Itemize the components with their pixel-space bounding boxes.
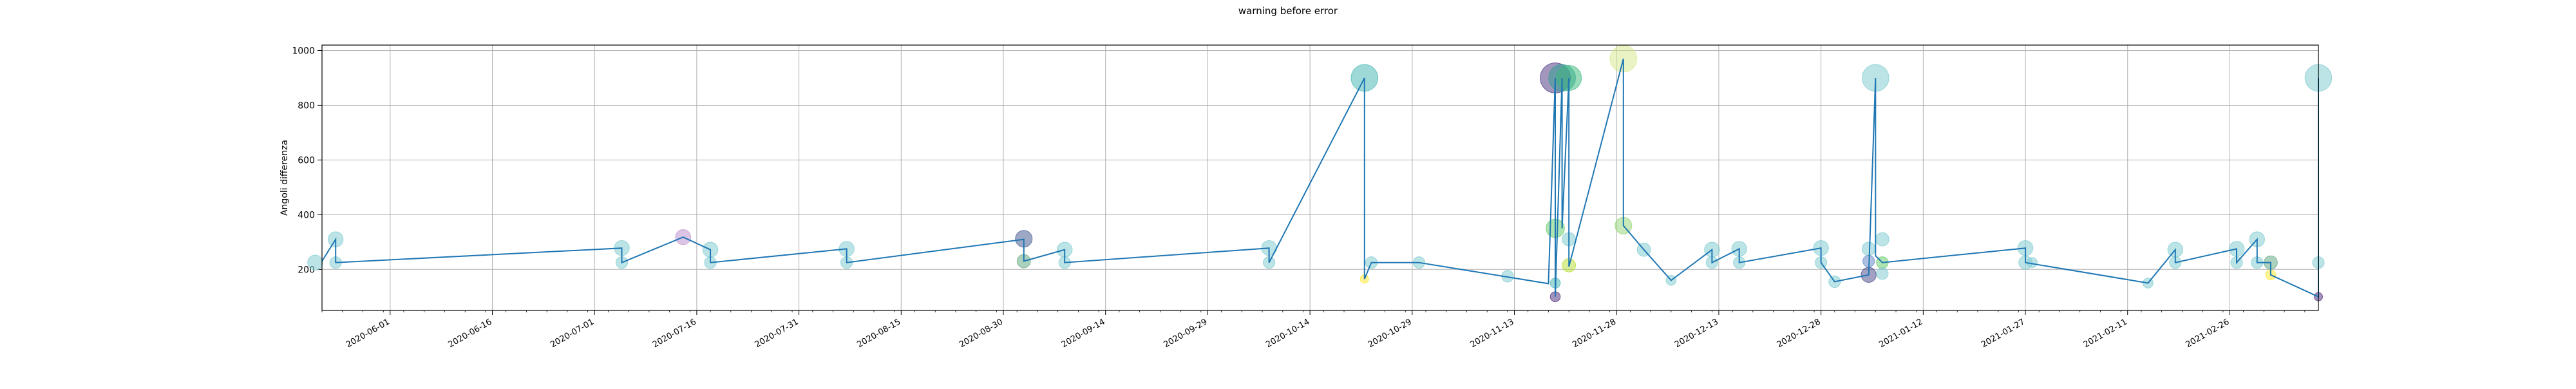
x-tick-label: 2020-11-28 [1571, 317, 1618, 350]
x-tick-label: 2020-09-14 [1060, 317, 1107, 350]
x-tick-label: 2020-09-29 [1162, 317, 1209, 350]
y-tick-label: 800 [298, 100, 315, 111]
y-tick-label: 400 [298, 210, 315, 220]
x-tick-label: 2020-08-30 [958, 317, 1005, 350]
x-tick-label: 2020-07-16 [651, 317, 698, 350]
scatter-point [1861, 242, 1876, 256]
scatter-point [307, 254, 323, 270]
x-tick-label: 2020-06-16 [447, 317, 494, 350]
x-tick-label: 2020-12-28 [1776, 317, 1823, 350]
scatter-point [1876, 267, 1889, 280]
chart-title: warning before error [1238, 5, 1338, 17]
y-axis-label: Angoli differenza [279, 140, 290, 216]
x-tick-label: 2021-02-26 [2184, 317, 2231, 350]
scatter-point [1875, 232, 1889, 247]
x-tick-label: 2020-06-01 [345, 317, 392, 350]
x-tick-label: 2020-12-13 [1673, 317, 1720, 350]
x-tick-label: 2021-02-11 [2082, 317, 2129, 350]
x-tick-label: 2020-08-15 [855, 317, 902, 350]
x-tick-label: 2020-10-29 [1367, 317, 1414, 350]
plot-area [322, 45, 2318, 310]
x-tick-label: 2021-01-12 [1877, 317, 1924, 350]
y-tick-label: 1000 [292, 46, 315, 56]
x-tick-label: 2020-10-14 [1264, 317, 1311, 350]
series-line [321, 58, 2319, 298]
x-tick-label: 2020-07-31 [753, 317, 800, 350]
x-tick-label: 2020-07-01 [549, 317, 596, 350]
x-tick-label: 2020-11-13 [1469, 317, 1516, 350]
y-tick-label: 600 [298, 155, 315, 166]
plot-frame [321, 44, 2319, 311]
x-tick-label: 2021-01-27 [1980, 317, 2027, 350]
